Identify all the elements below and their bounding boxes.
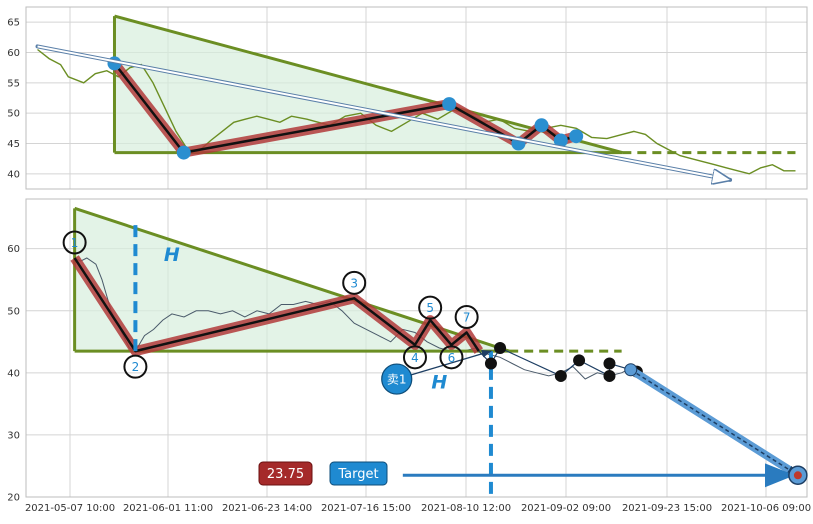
trade-marker [484, 357, 497, 370]
pattern-point-label-circle [418, 295, 443, 320]
top-trend-arrow [37, 45, 731, 179]
top-plot-frame [25, 6, 808, 190]
bottom-panel: 20 30 40 50 60 2021-05-07 10:00 2021-06-01 11:… [7, 198, 811, 514]
breakout-arrow [630, 369, 800, 477]
top-pattern-point [534, 118, 549, 133]
top-pattern-point [442, 97, 457, 112]
pattern-point-label: 5 [426, 301, 434, 315]
pattern-point-label: 6 [448, 351, 456, 365]
top-y-tick-label: 50 [7, 109, 20, 120]
top-y-tick-label: 40 [7, 169, 20, 180]
trade-marker [603, 357, 616, 370]
bottom-x-tick-label: 2021-05-07 10:00 [25, 503, 115, 514]
top-price-line [37, 48, 796, 175]
top-y-tick-label: 45 [7, 139, 20, 150]
top-y-tick-label: 65 [7, 18, 20, 29]
pattern-point-label-circle [454, 304, 479, 329]
bottom-x-tick-label: 2021-06-01 11:00 [123, 503, 213, 514]
bottom-y-tick-label: 50 [7, 306, 20, 317]
pattern-point-label: 7 [463, 310, 471, 324]
pattern-point-label: 2 [132, 360, 140, 374]
sell-badge [381, 363, 413, 395]
bottom-y-tick-label: 30 [7, 430, 20, 441]
pattern-point-label-circle [62, 230, 87, 255]
sell-arrow [410, 349, 493, 376]
target-label-box: Target [329, 461, 388, 486]
sell-badge-label: 卖1 [387, 373, 407, 387]
top-pattern-point [553, 133, 568, 148]
pattern-point-label-circle [342, 270, 367, 295]
breakout-start-point [624, 363, 638, 377]
bottom-x-tick-label: 2021-10-06 09:00 [721, 503, 811, 514]
target-point-inner [793, 471, 802, 480]
bottom-plot-frame [25, 198, 808, 498]
target-label-bg [329, 461, 388, 486]
trade-marker [494, 342, 507, 354]
bottom-pattern-line [73, 257, 480, 353]
pattern-point-label-circle [402, 345, 427, 370]
pattern-point-label-circle [123, 354, 148, 379]
target-value-box: 23.75 [258, 461, 313, 486]
bottom-x-tick-label: 2021-06-23 14:00 [222, 503, 312, 514]
bottom-x-tick-label: 2021-09-23 15:00 [622, 503, 712, 514]
height-marker-label: H [431, 371, 447, 393]
bottom-y-tick-label: 20 [7, 493, 20, 504]
pattern-point-label-circle [439, 345, 464, 370]
top-y-tick-label: 55 [7, 78, 20, 89]
trade-marker [573, 354, 586, 367]
pattern-point-label: 3 [350, 276, 358, 290]
top-triangle-fill [114, 16, 623, 153]
bottom-x-tick-label: 2021-09-02 09:00 [521, 503, 611, 514]
pattern-point-label: 1 [71, 236, 79, 250]
target-label-text: Target [337, 467, 378, 482]
target-value-bg [258, 461, 313, 486]
bottom-x-tick-label: 2021-08-10 12:00 [421, 503, 511, 514]
top-y-tick-label: 60 [7, 48, 20, 59]
trade-marker [603, 369, 616, 382]
bottom-x-tick-label: 2021-07-16 15:00 [321, 503, 411, 514]
top-pattern-point [176, 145, 191, 160]
bottom-y-tick-label: 60 [7, 244, 20, 255]
height-marker-label: H [164, 244, 180, 266]
bottom-y-tick-label: 40 [7, 368, 20, 379]
top-panel: 40 45 50 55 60 65 [7, 6, 808, 190]
pattern-point-label: 4 [411, 351, 419, 365]
trade-marker [554, 369, 567, 382]
top-pattern-point [569, 129, 584, 144]
target-value-text: 23.75 [267, 467, 304, 482]
